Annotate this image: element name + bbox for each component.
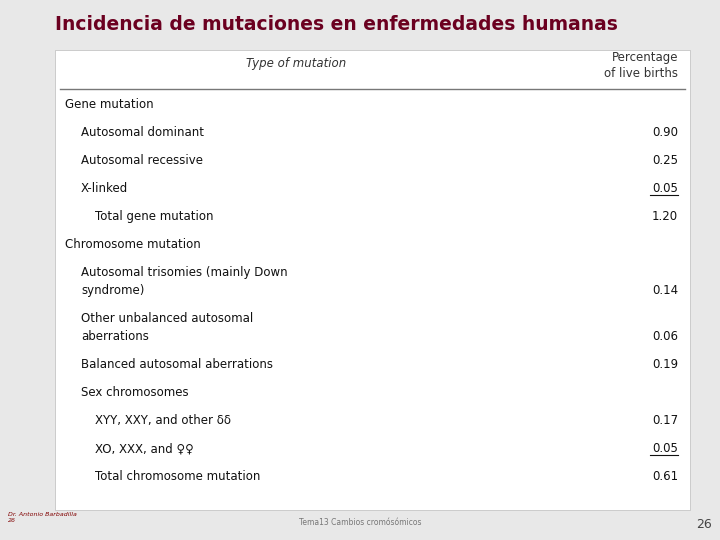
Text: of live births: of live births xyxy=(604,67,678,80)
Text: 0.14: 0.14 xyxy=(652,284,678,297)
Text: XYY, XXY, and other δδ: XYY, XXY, and other δδ xyxy=(95,414,231,427)
Text: syndrome): syndrome) xyxy=(81,284,145,297)
Text: 0.25: 0.25 xyxy=(652,154,678,167)
Text: 0.19: 0.19 xyxy=(652,358,678,371)
Text: Total chromosome mutation: Total chromosome mutation xyxy=(95,470,261,483)
Text: 0.06: 0.06 xyxy=(652,330,678,343)
Text: 26: 26 xyxy=(696,518,712,531)
Text: Type of mutation: Type of mutation xyxy=(246,57,346,70)
Text: aberrations: aberrations xyxy=(81,330,149,343)
Text: Autosomal recessive: Autosomal recessive xyxy=(81,154,203,167)
Text: Percentage: Percentage xyxy=(611,51,678,64)
Text: 0.61: 0.61 xyxy=(652,470,678,483)
Text: 0.05: 0.05 xyxy=(652,442,678,455)
Text: Sex chromosomes: Sex chromosomes xyxy=(81,386,189,399)
Text: Tema13 Cambios cromósómicos: Tema13 Cambios cromósómicos xyxy=(299,518,421,527)
Text: Chromosome mutation: Chromosome mutation xyxy=(65,238,201,251)
Text: Gene mutation: Gene mutation xyxy=(65,98,153,111)
FancyBboxPatch shape xyxy=(55,50,690,510)
Text: Autosomal trisomies (mainly Down: Autosomal trisomies (mainly Down xyxy=(81,266,287,279)
Text: Dr. Antonio Barbadilla
26: Dr. Antonio Barbadilla 26 xyxy=(8,512,77,523)
Text: Total gene mutation: Total gene mutation xyxy=(95,210,214,223)
Text: 0.05: 0.05 xyxy=(652,182,678,195)
Text: XO, XXX, and ♀♀: XO, XXX, and ♀♀ xyxy=(95,442,194,455)
Text: 0.17: 0.17 xyxy=(652,414,678,427)
Text: Incidencia de mutaciones en enfermedades humanas: Incidencia de mutaciones en enfermedades… xyxy=(55,15,618,34)
Text: X-linked: X-linked xyxy=(81,182,128,195)
Text: 0.90: 0.90 xyxy=(652,126,678,139)
Text: Autosomal dominant: Autosomal dominant xyxy=(81,126,204,139)
Text: Other unbalanced autosomal: Other unbalanced autosomal xyxy=(81,312,253,325)
Text: 1.20: 1.20 xyxy=(652,210,678,223)
Text: Balanced autosomal aberrations: Balanced autosomal aberrations xyxy=(81,358,273,371)
